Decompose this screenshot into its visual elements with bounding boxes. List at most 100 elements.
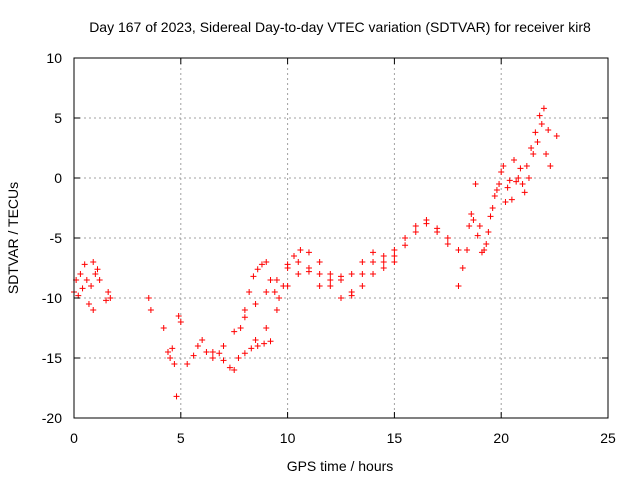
data-point [327, 271, 334, 277]
data-point [231, 328, 238, 335]
y-tick-label: -5 [50, 230, 63, 246]
data-point [173, 393, 180, 400]
data-point [444, 241, 451, 247]
data-point [194, 343, 201, 349]
data-point [241, 350, 248, 357]
data-point [271, 289, 278, 295]
grid-lines [74, 58, 608, 418]
data-point [199, 337, 206, 343]
data-point [209, 349, 216, 355]
data-point [81, 261, 88, 268]
data-point [538, 121, 545, 127]
data-point [171, 361, 178, 367]
data-point [380, 253, 387, 259]
data-point [455, 283, 462, 289]
x-tick-label: 10 [280, 430, 296, 446]
y-tick-label: -20 [42, 410, 62, 426]
data-point [391, 259, 398, 265]
data-point [261, 340, 268, 347]
data-point [79, 285, 86, 292]
data-point [105, 289, 112, 295]
data-point [241, 307, 248, 313]
data-point [500, 163, 507, 169]
data-point [85, 301, 92, 307]
data-point [164, 349, 171, 355]
data-point [267, 277, 274, 283]
data-point [493, 187, 500, 193]
y-tick-label: 0 [54, 170, 62, 186]
tick-labels: 0 5 10 15 20 25 -20 -15 -10 -5 0 5 10 [42, 50, 616, 446]
data-point [203, 349, 210, 355]
data-point [459, 265, 466, 271]
data-point [402, 235, 409, 241]
series-D [184, 337, 274, 373]
data-point [147, 307, 154, 313]
data-point [455, 247, 462, 253]
data-point [391, 253, 398, 259]
data-point [511, 157, 518, 163]
series-E [237, 247, 398, 331]
data-point [92, 271, 99, 277]
data-point [540, 105, 547, 112]
data-point [370, 259, 377, 265]
series-I [466, 121, 554, 256]
data-point [498, 169, 505, 175]
series-B [90, 259, 114, 304]
data-point [515, 175, 522, 181]
x-tick-label: 15 [387, 430, 403, 446]
data-point [190, 352, 197, 359]
data-point [220, 357, 227, 364]
data-point [513, 178, 520, 185]
data-point [434, 225, 441, 232]
y-tick-label: -10 [42, 290, 62, 306]
data-point [370, 271, 377, 277]
data-point [412, 223, 419, 229]
data-point [295, 259, 302, 265]
data-point [380, 259, 387, 265]
data-point [276, 295, 283, 301]
data-point [184, 361, 191, 367]
data-point [423, 220, 430, 227]
data-point [359, 259, 366, 265]
data-point [530, 151, 537, 157]
data-point [536, 112, 543, 119]
data-point [237, 325, 244, 331]
data-point [523, 163, 530, 169]
series-F [252, 217, 462, 343]
data-point [107, 295, 114, 301]
data-point [284, 283, 291, 289]
axis-ticks [73, 57, 609, 419]
series-A [71, 261, 97, 313]
y-axis-label: SDTVAR / TECUs [5, 182, 21, 294]
data-point [468, 211, 475, 217]
chart-title: Day 167 of 2023, Sidereal Day-to-day VTE… [89, 19, 591, 35]
x-tick-label: 0 [70, 430, 78, 446]
x-tick-label: 5 [177, 430, 185, 446]
data-point [466, 223, 473, 229]
data-point [231, 367, 238, 373]
data-point [252, 301, 259, 307]
data-point [254, 343, 261, 349]
data-point [316, 259, 323, 265]
data-point [359, 271, 366, 277]
data-point [216, 350, 223, 357]
data-point [90, 307, 97, 313]
data-point [263, 289, 270, 295]
data-point [305, 249, 312, 256]
data-point [402, 242, 409, 249]
data-point [209, 355, 216, 361]
data-point [470, 217, 477, 223]
data-point [241, 314, 248, 321]
data-point [348, 271, 355, 277]
data-point [380, 265, 387, 271]
data-point [297, 247, 304, 253]
data-point [338, 273, 344, 280]
data-point [273, 277, 280, 283]
data-point [220, 343, 227, 349]
data-point [284, 261, 291, 268]
data-point [273, 307, 280, 313]
data-point [295, 271, 302, 277]
data-point [359, 283, 366, 289]
data-point [316, 283, 323, 289]
